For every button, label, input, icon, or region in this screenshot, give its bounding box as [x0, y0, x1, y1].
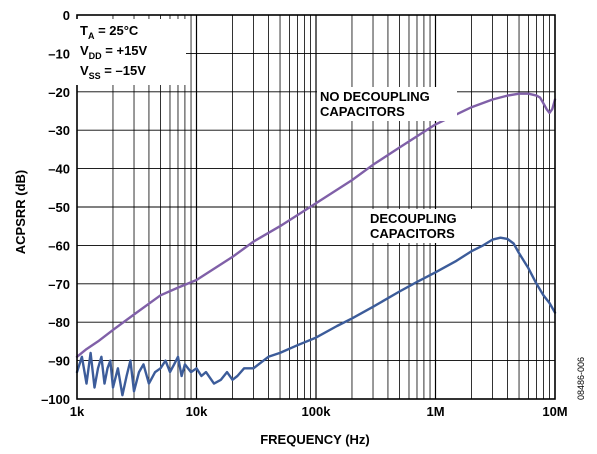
series-layer — [75, 92, 557, 397]
annotation-background — [317, 87, 457, 121]
decoupling-label: DECOUPLING — [370, 211, 457, 226]
x-tick-label: 100k — [302, 404, 332, 419]
no-decoupling-label: NO DECOUPLING — [320, 89, 430, 104]
annotation-background — [367, 209, 477, 243]
conditions-box: TA = 25°C VDD = +15V VSS = –15V — [76, 19, 186, 85]
y-tick-label: 0 — [63, 8, 70, 23]
x-axis-title: FREQUENCY (Hz) — [260, 432, 370, 447]
plot-frame — [76, 14, 556, 400]
y-tick-labels: 0 –10 –20 –30 –40 –50 –60 –70 –80 –90 –100 — [41, 8, 70, 407]
condition-ss: VSS = –15V — [80, 63, 146, 81]
y-tick-label: –80 — [48, 315, 70, 330]
y-tick-label: –30 — [48, 123, 70, 138]
y-tick-label: –60 — [48, 238, 70, 253]
conditions-background — [76, 19, 186, 85]
decoupling-capacitors-label: CAPACITORS — [370, 226, 455, 241]
series-line-decoupling — [75, 236, 557, 397]
x-tick-label: 10k — [186, 404, 208, 419]
x-tick-labels: 1k 10k 100k 1M 10M — [70, 404, 568, 419]
y-tick-label: –90 — [48, 354, 70, 369]
y-tick-label: –20 — [48, 85, 70, 100]
condition-dd: VDD = +15V — [80, 43, 148, 61]
condition-a: TA = 25°C — [80, 23, 139, 41]
no-decoupling-capacitors-label: CAPACITORS — [320, 104, 405, 119]
x-tick-label: 10M — [542, 404, 567, 419]
y-axis-title: ACPSRR (dB) — [13, 170, 28, 255]
series-annotations: NO DECOUPLINGCAPACITORSDECOUPLINGCAPACIT… — [317, 87, 477, 243]
x-tick-label: 1k — [70, 404, 85, 419]
y-tick-label: –40 — [48, 162, 70, 177]
series-line-no-decoupling — [75, 92, 557, 358]
x-tick-label: 1M — [426, 404, 444, 419]
y-tick-label: –70 — [48, 277, 70, 292]
y-tick-label: –100 — [41, 392, 70, 407]
y-tick-label: –10 — [48, 46, 70, 61]
y-tick-label: –50 — [48, 200, 70, 215]
figure-id: 08486-006 — [576, 357, 586, 400]
